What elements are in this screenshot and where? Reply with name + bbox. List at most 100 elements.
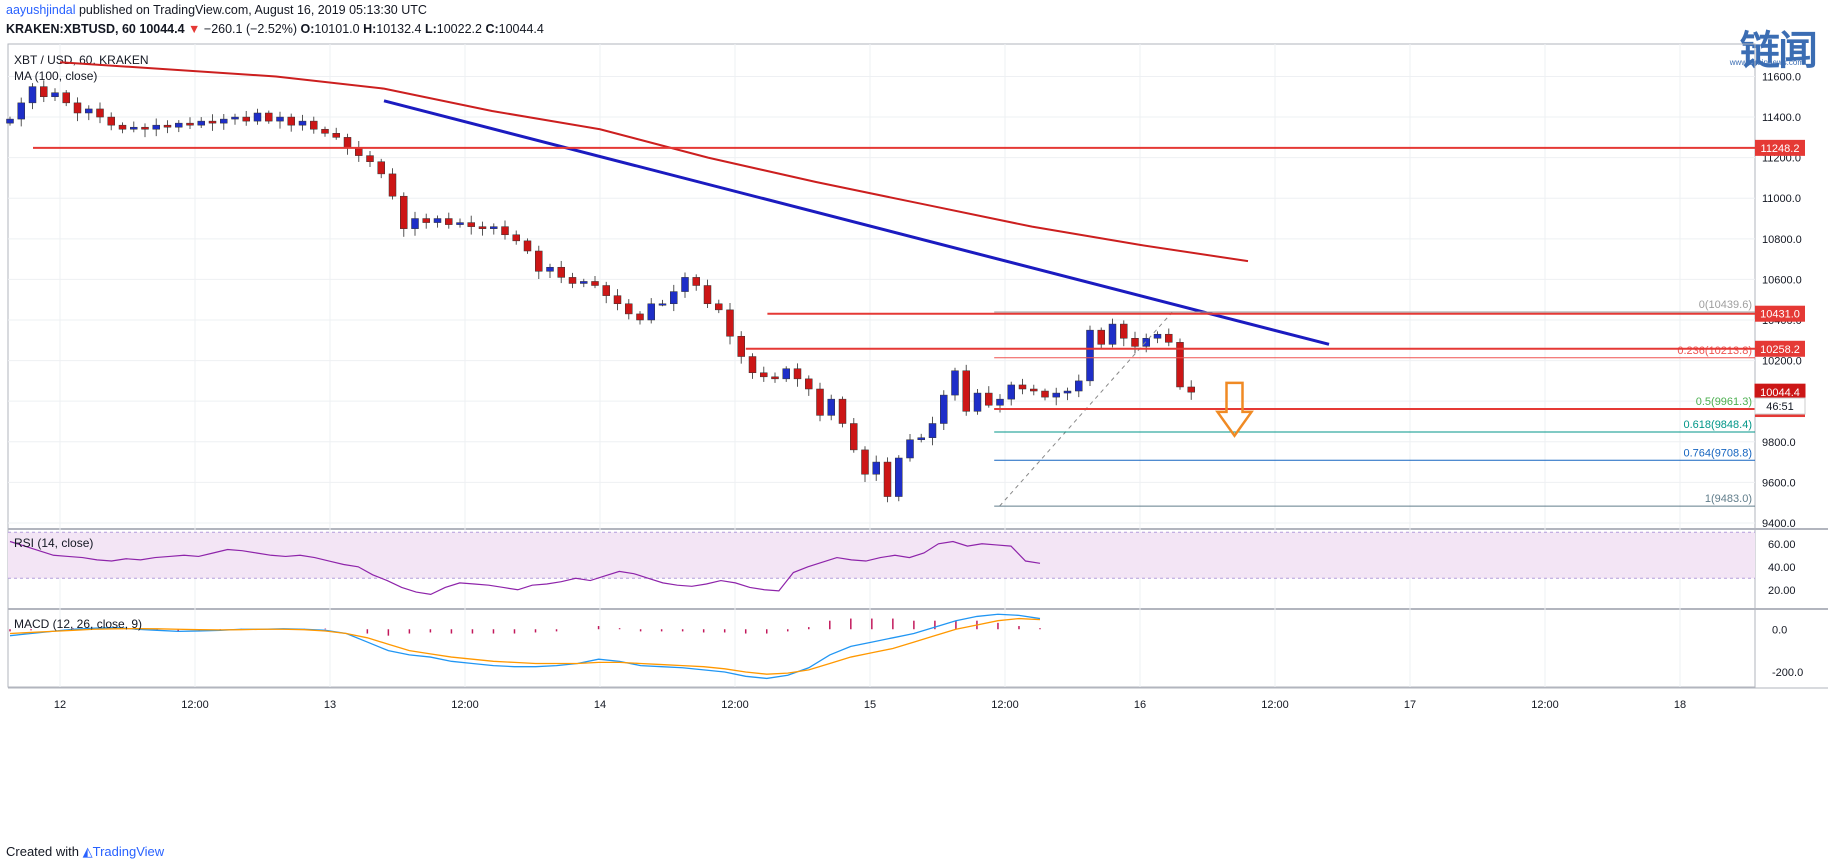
level-price-tag	[1755, 139, 1805, 156]
price-tag-label: 46:51	[1766, 401, 1794, 413]
publish-text: published on TradingView.com, August 16,…	[75, 3, 427, 17]
candle-down	[501, 226, 509, 236]
candle-up	[996, 398, 1004, 406]
candle-down	[366, 155, 374, 162]
candle-down	[343, 137, 352, 148]
close-label: C:	[485, 22, 499, 36]
candle-up	[827, 398, 835, 416]
candle-up	[197, 120, 205, 126]
high-value: 10132.4	[376, 22, 422, 36]
low-value: 10022.2	[436, 22, 482, 36]
watermark-url: www.chainnews.com	[1729, 58, 1804, 67]
candle-up	[1108, 323, 1117, 345]
candle-up	[298, 120, 307, 126]
candle-down	[861, 449, 869, 475]
candle-down	[377, 161, 385, 175]
symbol-label: KRAKEN:XBTUSD, 60	[6, 22, 136, 36]
price-tag	[1754, 397, 1806, 415]
down-arrow-icon	[1215, 381, 1254, 438]
candle-up	[782, 368, 790, 380]
candle-down	[1176, 342, 1184, 388]
tradingview-link[interactable]: TradingView	[92, 844, 165, 859]
fib-level-label: 0.5(9961.3)	[1696, 396, 1752, 408]
candle-up	[906, 439, 914, 459]
candle-down	[850, 423, 858, 451]
y-tick-label: 10200.0	[1762, 356, 1802, 368]
candle-up	[220, 118, 228, 124]
candle-up	[175, 122, 183, 128]
candle-down	[613, 295, 622, 305]
candle-down	[118, 124, 127, 130]
candle-down	[1030, 388, 1038, 392]
x-tick-label: 12:00	[181, 699, 209, 711]
candle-down	[1165, 333, 1173, 343]
candle-down	[793, 368, 802, 380]
candle-down	[96, 108, 104, 118]
x-tick-label: 13	[324, 699, 336, 711]
candle-up	[1086, 329, 1094, 382]
candle-down	[748, 356, 757, 374]
candle-down	[40, 86, 48, 98]
candle-up	[658, 303, 667, 306]
candle-down	[602, 285, 610, 296]
candle-down	[523, 240, 532, 252]
x-tick-label: 12:00	[721, 699, 749, 711]
level-price-tag	[1755, 305, 1805, 322]
candle-up	[1052, 392, 1060, 398]
candle-down	[838, 398, 847, 424]
x-tick-label: 12	[54, 699, 66, 711]
candle-up	[17, 102, 25, 120]
x-tick-label: 12:00	[1261, 699, 1289, 711]
candle-down	[265, 112, 273, 122]
quote-line: KRAKEN:XBTUSD, 60 10044.4 ▼ −260.1 (−2.5…	[6, 22, 544, 36]
level-price-label: 11248.2	[1761, 143, 1800, 155]
candle-down	[816, 388, 824, 416]
candle-up	[917, 437, 925, 440]
macd-title: MACD (12, 26, close, 9)	[14, 617, 142, 631]
candle-down	[163, 124, 172, 128]
candle-up	[231, 116, 239, 120]
candle-up	[411, 218, 419, 229]
candle-up	[85, 108, 93, 114]
level-price-label: 10431.0	[1760, 309, 1800, 321]
rsi-title: RSI (14, close)	[14, 536, 93, 550]
fib-level-label: 0.236(10213.8)	[1677, 345, 1752, 357]
candle-up	[951, 370, 959, 396]
candle-up	[276, 116, 284, 122]
candle-up	[253, 112, 262, 122]
candle-down	[692, 277, 700, 286]
candle-down	[107, 116, 115, 126]
ma100-line	[59, 61, 1249, 263]
candle-down	[400, 195, 408, 229]
open-label: O:	[300, 22, 315, 36]
candle-down	[478, 226, 487, 229]
candle-down	[1018, 384, 1027, 390]
high-label: H:	[363, 22, 377, 36]
author-link[interactable]: aayushjindal	[6, 3, 76, 17]
candle-up	[456, 222, 464, 225]
candle-down	[332, 133, 340, 138]
ma-indicator-label: MA (100, close)	[14, 69, 97, 83]
watermark-logo: 链闻	[1740, 28, 1818, 74]
candle-down	[568, 277, 577, 284]
plot-frame	[7, 43, 1756, 688]
chart-title: XBT / USD, 60, KRAKEN	[14, 53, 149, 67]
candle-up	[928, 423, 937, 438]
candle-up	[130, 126, 138, 130]
fib-level-label: 1(9483.0)	[1705, 493, 1752, 505]
candle-down	[1187, 386, 1195, 393]
candle-down	[467, 222, 475, 227]
candle-down	[591, 281, 599, 286]
fib-level-label: 0(10439.6)	[1699, 299, 1752, 311]
candle-down	[1097, 329, 1105, 345]
candle-up	[6, 118, 14, 124]
candle-down	[73, 102, 82, 114]
footer: Created with ◭TradingView	[6, 844, 164, 860]
candle-down	[388, 173, 397, 197]
candle-up	[681, 277, 689, 292]
macd-tick-label: 0.0	[1772, 624, 1787, 636]
candle-down	[242, 116, 250, 122]
candle-up	[580, 281, 588, 284]
candle-down	[962, 370, 970, 412]
